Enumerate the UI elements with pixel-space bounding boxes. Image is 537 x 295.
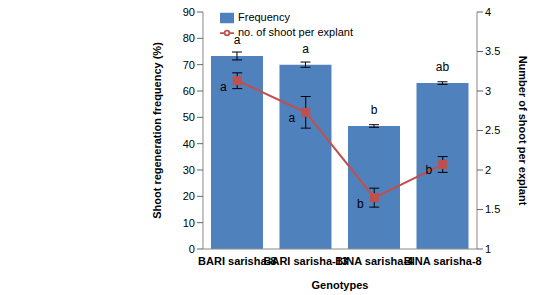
svg-text:70: 70 <box>183 59 195 71</box>
svg-text:60: 60 <box>183 85 195 97</box>
html-text:Frequency: Frequency <box>238 11 290 23</box>
svg-text:80: 80 <box>183 32 195 44</box>
svg-text:Shoot regeneration frequency (: Shoot regeneration frequency (%) <box>151 42 163 219</box>
svg-text:a: a <box>234 33 241 47</box>
svg-text:b: b <box>425 163 432 177</box>
svg-text:0: 0 <box>189 243 195 255</box>
svg-text:10: 10 <box>183 217 195 229</box>
svg-text:BARI sarisha-8: BARI sarisha-8 <box>198 254 277 267</box>
svg-text:BINA sarisha-8: BINA sarisha-8 <box>404 255 482 267</box>
svg-text:BARI sarisha-13: BARI sarisha-13 <box>263 254 348 267</box>
html-text:no. of shoot per explant: no. of shoot per explant <box>238 26 353 39</box>
svg-text:3.5: 3.5 <box>485 45 500 57</box>
svg-text:a: a <box>288 111 295 125</box>
svg-text:a: a <box>220 80 227 94</box>
svg-text:1: 1 <box>485 243 491 255</box>
svg-text:50: 50 <box>183 111 195 123</box>
svg-text:4: 4 <box>485 6 491 18</box>
svg-text:1.5: 1.5 <box>485 203 500 215</box>
svg-text:2: 2 <box>485 164 491 176</box>
svg-text:90: 90 <box>183 6 195 18</box>
svg-text:40: 40 <box>183 138 195 150</box>
svg-text:BINA sarisha-4: BINA sarisha-4 <box>335 255 414 267</box>
svg-text:2.5: 2.5 <box>485 124 500 136</box>
svg-text:ab: ab <box>436 60 450 74</box>
svg-text:Genotypes: Genotypes <box>312 279 369 291</box>
svg-text:b: b <box>371 103 378 117</box>
svg-text:a: a <box>302 42 309 56</box>
svg-text:20: 20 <box>183 190 195 202</box>
svg-text:3: 3 <box>485 85 491 97</box>
svg-text:b: b <box>357 197 364 211</box>
svg-text:Number of shoot per explant: Number of shoot per explant <box>517 56 529 206</box>
svg-text:30: 30 <box>183 164 195 176</box>
